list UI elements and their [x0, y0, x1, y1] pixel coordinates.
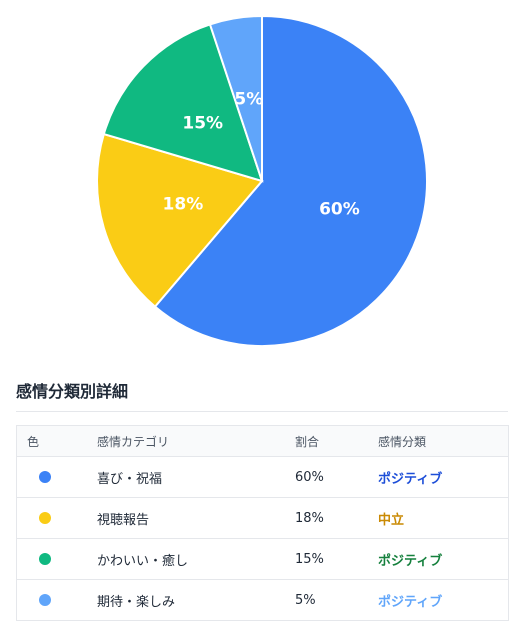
sentiment-cell: ポジティブ: [378, 456, 509, 498]
table-header-row: 色 感情カテゴリ 割合 感情分類: [16, 425, 509, 457]
category-cell: かわいい・癒し: [97, 538, 295, 580]
ratio-cell: 15%: [295, 538, 378, 580]
sentiment-cell: 中立: [378, 497, 509, 539]
table-row: 視聴報告 18% 中立: [16, 497, 509, 539]
color-dot: [39, 553, 51, 565]
section-divider: [16, 411, 508, 412]
color-dot: [39, 471, 51, 483]
table-row: 喜び・祝福 60% ポジティブ: [16, 456, 509, 498]
section-title: 感情分類別詳細: [16, 382, 129, 401]
pie-label-expect: 5%: [234, 90, 263, 110]
sentiment-cell: ポジティブ: [378, 594, 443, 610]
sentiment-cell: ポジティブ: [378, 538, 509, 580]
pie-slice-joy: [153, 14, 428, 347]
category-cell: 視聴報告: [97, 497, 295, 539]
ratio-cell: 18%: [295, 497, 378, 539]
pie-chart: 60% 18% 15% 5%: [96, 14, 428, 347]
pie-slice-viewing: [96, 132, 264, 309]
color-dot: [39, 512, 51, 524]
pie-chart-svg: 60% 18% 15% 5%: [96, 14, 428, 347]
ratio-cell: 5%: [295, 592, 316, 608]
table-row: 期待・楽しみ 5% ポジティブ: [17, 580, 509, 621]
category-cell: 喜び・祝福: [97, 456, 295, 498]
header-category: 感情カテゴリ: [97, 425, 295, 457]
detail-table: 色 感情カテゴリ 割合 感情分類 喜び・祝福 60% ポジティブ 視聴報告 18…: [16, 425, 509, 621]
pie-slice-expect: [208, 14, 263, 182]
ratio-cell: 60%: [295, 456, 378, 498]
header-color: 色: [16, 425, 97, 457]
header-sentiment: 感情分類: [378, 425, 509, 457]
pie-label-cute: 15%: [182, 114, 223, 134]
header-ratio: 割合: [295, 425, 378, 457]
table-row: かわいい・癒し 15% ポジティブ: [16, 538, 509, 580]
pie-label-joy: 60%: [319, 199, 360, 219]
pie-label-viewing: 18%: [163, 194, 204, 214]
category-cell: 期待・楽しみ: [97, 594, 176, 610]
color-dot: [39, 594, 51, 606]
